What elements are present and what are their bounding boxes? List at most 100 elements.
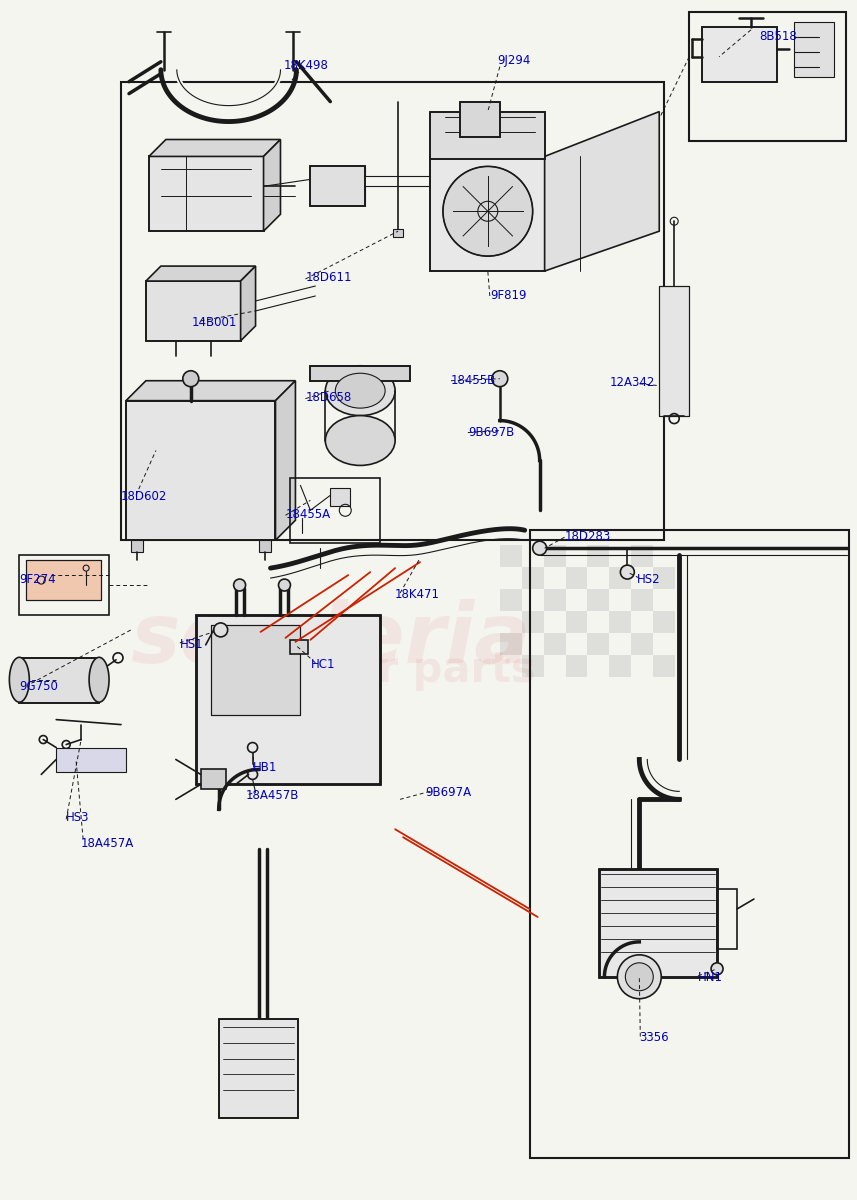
- Bar: [219, 1019, 298, 1118]
- Bar: [259, 540, 271, 552]
- Text: 18A457B: 18A457B: [246, 790, 299, 803]
- Ellipse shape: [89, 658, 109, 702]
- Bar: [126, 401, 275, 540]
- Polygon shape: [544, 112, 659, 271]
- Bar: [609, 611, 632, 632]
- Text: 3356: 3356: [639, 1031, 669, 1044]
- Bar: [653, 611, 675, 632]
- Polygon shape: [126, 380, 296, 401]
- Polygon shape: [241, 266, 255, 341]
- Bar: [20, 658, 99, 703]
- Ellipse shape: [9, 658, 29, 702]
- Circle shape: [183, 371, 199, 386]
- Text: 9G750: 9G750: [20, 679, 58, 692]
- Text: HS2: HS2: [638, 574, 661, 586]
- Bar: [330, 488, 351, 506]
- Bar: [588, 545, 609, 568]
- Bar: [566, 611, 588, 632]
- Bar: [310, 366, 410, 380]
- Text: 18D611: 18D611: [305, 271, 352, 284]
- Bar: [500, 545, 522, 568]
- Bar: [794, 22, 834, 77]
- Ellipse shape: [326, 415, 395, 466]
- Circle shape: [620, 565, 634, 580]
- Bar: [543, 632, 566, 655]
- Text: HS3: HS3: [66, 811, 90, 824]
- Bar: [310, 167, 365, 206]
- Bar: [460, 102, 500, 137]
- Bar: [211, 625, 301, 715]
- Circle shape: [617, 955, 662, 998]
- Bar: [430, 112, 544, 160]
- Bar: [57, 748, 126, 773]
- Text: HB1: HB1: [253, 762, 277, 774]
- Text: car parts: car parts: [325, 649, 536, 691]
- Polygon shape: [149, 139, 280, 156]
- Bar: [599, 869, 717, 977]
- Bar: [609, 568, 632, 589]
- Bar: [588, 632, 609, 655]
- Bar: [149, 156, 264, 232]
- Text: 8B518: 8B518: [759, 30, 797, 43]
- Bar: [659, 286, 689, 415]
- Bar: [566, 655, 588, 677]
- Text: 9J294: 9J294: [497, 54, 530, 67]
- Bar: [195, 614, 381, 785]
- Bar: [146, 281, 241, 341]
- Circle shape: [711, 962, 723, 974]
- Text: 9F819: 9F819: [490, 289, 526, 302]
- Bar: [609, 655, 632, 677]
- Polygon shape: [146, 266, 255, 281]
- Bar: [522, 655, 543, 677]
- Text: 12A342: 12A342: [609, 376, 655, 389]
- Bar: [310, 167, 365, 206]
- Text: 18K471: 18K471: [395, 588, 440, 601]
- Text: HC1: HC1: [310, 658, 335, 671]
- Text: 18D283: 18D283: [565, 530, 611, 544]
- Bar: [149, 156, 264, 232]
- Text: 9B697B: 9B697B: [468, 426, 514, 438]
- Bar: [211, 625, 301, 715]
- Text: HN1: HN1: [698, 971, 723, 984]
- Bar: [291, 479, 381, 544]
- Bar: [195, 614, 381, 785]
- Bar: [702, 26, 776, 82]
- Text: 14B001: 14B001: [192, 316, 237, 329]
- Bar: [500, 589, 522, 611]
- Bar: [599, 869, 717, 977]
- Bar: [460, 102, 500, 137]
- Bar: [146, 281, 241, 341]
- Text: 18A457A: 18A457A: [81, 838, 135, 851]
- Bar: [689, 12, 846, 142]
- Text: 9B697A: 9B697A: [425, 786, 471, 799]
- Text: 18D602: 18D602: [121, 491, 167, 503]
- Polygon shape: [275, 380, 296, 540]
- Text: 18455A: 18455A: [285, 509, 331, 521]
- Bar: [121, 82, 664, 540]
- Bar: [543, 589, 566, 611]
- Bar: [632, 632, 653, 655]
- Bar: [588, 589, 609, 611]
- Text: 18K498: 18K498: [284, 59, 328, 72]
- Bar: [430, 112, 544, 160]
- Bar: [131, 540, 143, 552]
- Bar: [219, 1019, 298, 1118]
- Bar: [522, 568, 543, 589]
- Bar: [566, 568, 588, 589]
- Bar: [522, 611, 543, 632]
- Polygon shape: [264, 139, 280, 232]
- Circle shape: [279, 580, 291, 592]
- Bar: [653, 655, 675, 677]
- Bar: [632, 589, 653, 611]
- Bar: [126, 401, 275, 540]
- Bar: [632, 545, 653, 568]
- Bar: [500, 632, 522, 655]
- Text: 9F274: 9F274: [20, 574, 56, 586]
- Circle shape: [234, 580, 246, 592]
- Ellipse shape: [335, 373, 385, 408]
- Bar: [653, 568, 675, 589]
- Text: 18D658: 18D658: [305, 391, 351, 403]
- Bar: [430, 156, 544, 271]
- Bar: [20, 658, 99, 703]
- Bar: [430, 156, 544, 271]
